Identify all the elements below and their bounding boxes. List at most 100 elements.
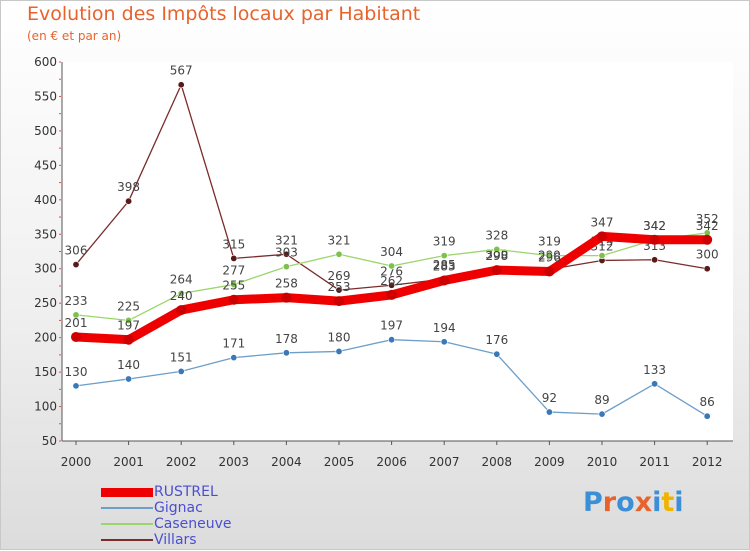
data-label-gignac: 178 — [275, 332, 298, 346]
data-label-gignac: 140 — [117, 358, 140, 372]
data-point-rustrel — [386, 289, 397, 300]
data-label-rustrel: 298 — [485, 249, 508, 263]
y-tick-label: 200 — [34, 331, 57, 345]
data-label-gignac: 171 — [222, 337, 245, 351]
data-point-villars — [388, 281, 396, 289]
data-point-villars — [125, 197, 133, 205]
data-point-rustrel — [176, 305, 187, 316]
data-label-gignac: 151 — [170, 350, 193, 364]
data-label-rustrel: 197 — [117, 319, 140, 333]
data-label-caseneuve: 277 — [222, 264, 245, 278]
x-tick-label: 2004 — [271, 455, 302, 469]
data-label-rustrel: 347 — [591, 215, 614, 229]
data-point-villars — [335, 286, 343, 294]
data-point-villars — [651, 256, 659, 264]
data-point-gignac — [598, 410, 606, 418]
data-point-villars — [177, 81, 185, 89]
data-label-rustrel: 283 — [433, 259, 456, 273]
data-point-caseneuve — [177, 290, 185, 298]
plot-area — [62, 62, 733, 441]
y-tick-label: 600 — [34, 55, 57, 69]
y-tick-label: 100 — [34, 400, 57, 414]
x-tick-label: 2011 — [639, 455, 670, 469]
data-label-villars: 300 — [696, 248, 719, 262]
x-tick-label: 2008 — [482, 455, 513, 469]
data-point-caseneuve — [335, 250, 343, 258]
data-point-rustrel — [71, 331, 81, 342]
data-label-rustrel: 258 — [275, 277, 298, 291]
legend-swatch-villars — [101, 539, 153, 541]
data-point-caseneuve — [230, 281, 238, 289]
x-tick-label: 2006 — [376, 455, 407, 469]
data-point-caseneuve — [72, 311, 80, 319]
data-point-gignac — [703, 412, 711, 420]
data-label-gignac: 133 — [643, 363, 666, 377]
data-point-villars — [72, 261, 80, 269]
data-label-caseneuve: 342 — [643, 219, 666, 233]
logo-letter: t — [661, 487, 675, 518]
data-point-caseneuve — [440, 252, 448, 260]
data-label-gignac: 92 — [542, 391, 557, 405]
data-label-villars: 306 — [65, 244, 88, 258]
x-tick-label: 2012 — [692, 455, 723, 469]
data-point-villars — [230, 254, 238, 262]
data-point-gignac — [651, 380, 659, 388]
logo-letter: P — [583, 487, 603, 518]
data-label-caseneuve: 319 — [538, 235, 561, 249]
data-label-villars: 285 — [433, 258, 456, 272]
data-label-gignac: 194 — [433, 321, 456, 335]
data-point-gignac — [125, 375, 133, 383]
data-label-caseneuve: 225 — [117, 299, 140, 313]
data-point-villars — [282, 250, 290, 258]
legend-swatch-gignac — [101, 507, 153, 509]
data-label-caseneuve: 321 — [328, 233, 351, 247]
data-point-caseneuve — [598, 252, 606, 260]
data-point-villars — [703, 265, 711, 273]
data-label-rustrel: 342 — [643, 219, 666, 233]
data-point-rustrel — [281, 292, 292, 303]
legend-label-villars: Villars — [154, 532, 197, 548]
data-point-caseneuve — [388, 262, 396, 270]
data-point-gignac — [72, 382, 80, 390]
data-label-gignac: 89 — [594, 393, 609, 407]
data-point-caseneuve — [493, 245, 501, 253]
data-label-gignac: 130 — [65, 365, 88, 379]
data-label-caseneuve: 303 — [275, 246, 298, 260]
data-point-caseneuve — [545, 252, 553, 260]
y-tick-label: 550 — [34, 89, 57, 103]
data-label-villars: 321 — [275, 233, 298, 247]
data-label-rustrel: 255 — [222, 279, 245, 293]
x-tick-label: 2009 — [534, 455, 565, 469]
data-label-villars: 276 — [380, 264, 403, 278]
data-point-rustrel — [649, 234, 660, 245]
data-point-caseneuve — [282, 263, 290, 271]
legend-swatch-caseneuve — [101, 523, 153, 525]
data-label-caseneuve: 328 — [485, 228, 508, 242]
logo-letter: i — [674, 487, 684, 518]
data-point-gignac — [545, 408, 553, 416]
y-tick-label: 50 — [42, 434, 57, 448]
logo-letter: r — [602, 487, 617, 518]
legend-swatch-rustrel — [101, 487, 153, 497]
data-label-rustrel: 262 — [380, 274, 403, 288]
y-tick-label: 150 — [34, 365, 57, 379]
data-point-gignac — [335, 347, 343, 355]
data-label-gignac: 180 — [328, 330, 351, 344]
data-point-rustrel — [334, 296, 344, 307]
data-point-rustrel — [123, 334, 134, 345]
x-tick-label: 2001 — [113, 455, 144, 469]
data-point-gignac — [440, 338, 448, 346]
y-tick-label: 250 — [34, 296, 57, 310]
data-label-villars: 567 — [170, 64, 193, 78]
data-label-villars: 269 — [328, 269, 351, 283]
data-label-rustrel: 296 — [538, 250, 561, 264]
x-tick-label: 2010 — [587, 455, 618, 469]
data-label-gignac: 86 — [700, 395, 715, 409]
logo-letter: i — [652, 487, 662, 518]
legend-label-rustrel: RUSTREL — [154, 484, 218, 500]
logo-letter: x — [634, 487, 653, 518]
y-tick-label: 400 — [34, 193, 57, 207]
data-label-rustrel: 342 — [696, 219, 719, 233]
